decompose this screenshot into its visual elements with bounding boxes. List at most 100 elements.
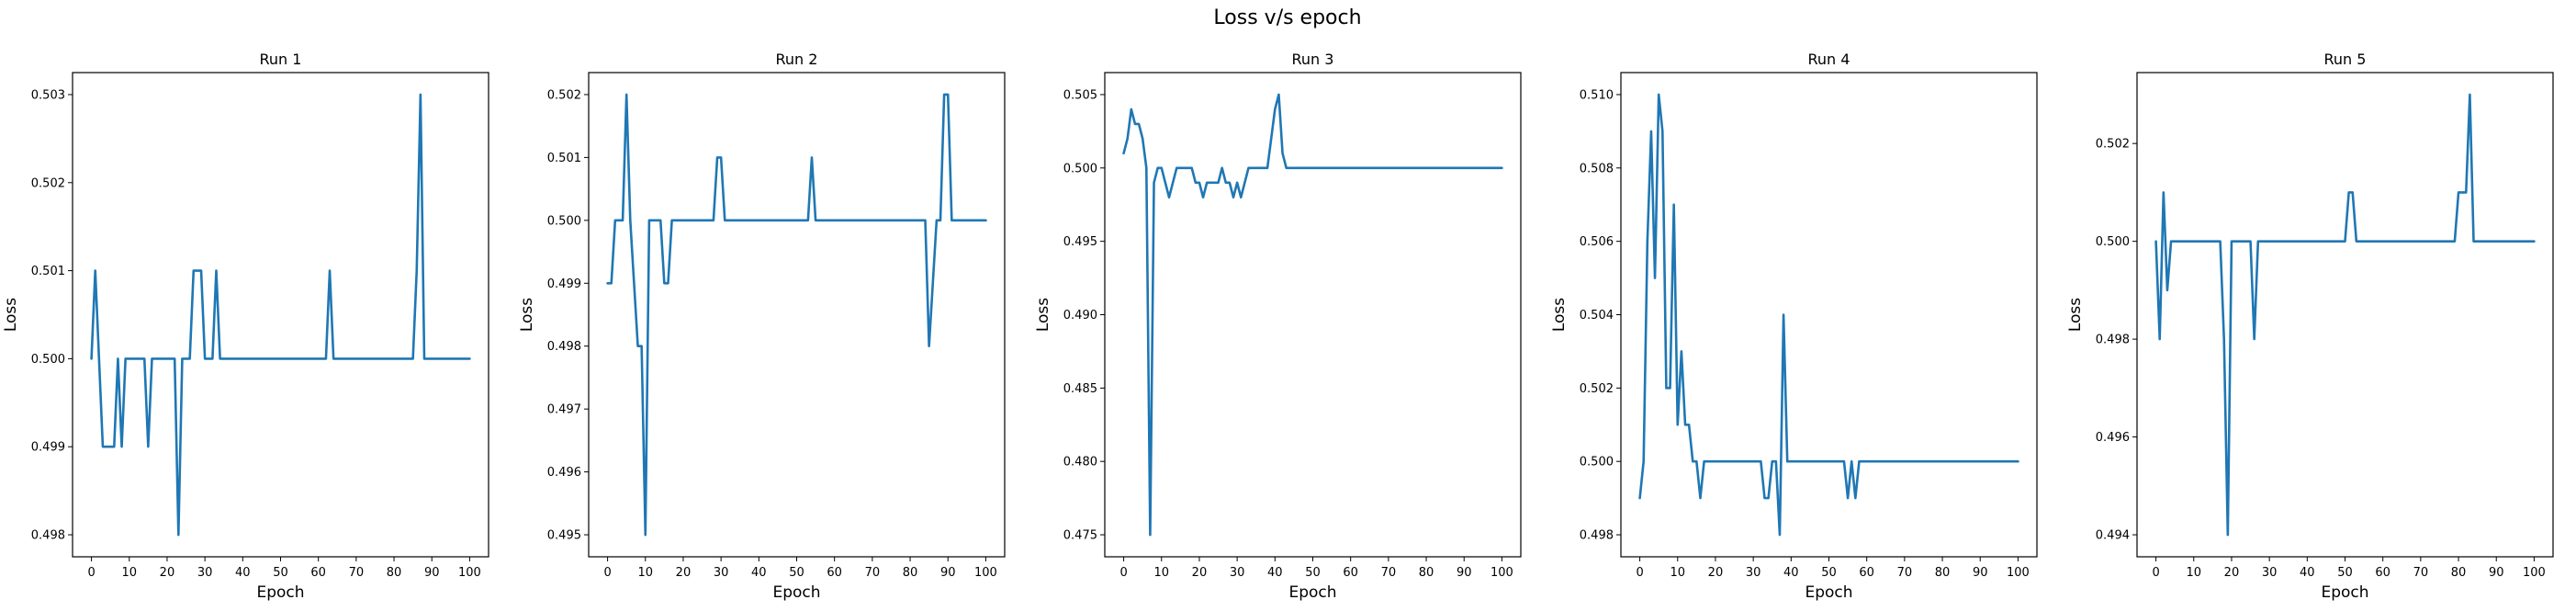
- y-tick-label: 0.498: [1580, 529, 1614, 543]
- x-tick-label: 100: [2523, 566, 2546, 580]
- x-tick-label: 40: [235, 566, 251, 580]
- y-axis-label: Loss: [518, 298, 536, 332]
- x-tick-label: 90: [1973, 566, 1988, 580]
- x-tick-label: 10: [1670, 566, 1685, 580]
- x-tick-label: 80: [1419, 566, 1434, 580]
- x-tick-label: 80: [1935, 566, 1951, 580]
- y-tick-label: 0.500: [31, 353, 65, 367]
- axes-frame: [2136, 72, 2554, 558]
- x-tick-label: 50: [1821, 566, 1837, 580]
- x-tick-label: 80: [2451, 566, 2467, 580]
- x-tick-label: 20: [1708, 566, 1724, 580]
- x-tick-label: 90: [940, 566, 956, 580]
- x-tick-label: 30: [1230, 566, 1245, 580]
- x-tick-label: 0: [1636, 566, 1643, 580]
- axes-frame: [1104, 72, 1522, 558]
- x-tick-label: 40: [1267, 566, 1283, 580]
- subplot-4: Run 4 0 10 20 30 40 50 60 70 80 90 100 0.498 0.500 0.5…: [1550, 51, 2038, 602]
- y-tick-label: 0.510: [1580, 88, 1614, 102]
- subplot-2: Run 2 0 10 20 30 40 50 60 70 80 90 100 0.495 0.496 0.4…: [518, 51, 1006, 602]
- y-tick-label: 0.502: [2096, 138, 2130, 152]
- subplot-3: Run 3 0 10 20 30 40 50 60 70 80 90 100 0.475 0.480 0.4…: [1034, 51, 1522, 602]
- y-tick-label: 0.502: [31, 176, 65, 190]
- x-tick-label: 70: [865, 566, 881, 580]
- subplot-title: Run 2: [776, 51, 818, 68]
- x-tick-label: 60: [827, 566, 842, 580]
- y-axis-label: Loss: [1034, 298, 1052, 332]
- x-tick-label: 100: [1490, 566, 1513, 580]
- x-tick-label: 0: [603, 566, 611, 580]
- x-tick-label: 30: [197, 566, 213, 580]
- x-axis-label: Epoch: [2321, 583, 2368, 602]
- subplot-title: Run 5: [2324, 51, 2367, 68]
- x-tick-label: 20: [676, 566, 692, 580]
- series-line: [1638, 93, 2019, 537]
- x-tick-label: 60: [1859, 566, 1874, 580]
- y-tick-label: 0.508: [1580, 162, 1614, 175]
- axes-frame: [72, 72, 489, 558]
- x-axis-label: Epoch: [1805, 583, 1852, 602]
- series-line: [1122, 93, 1503, 537]
- x-tick-label: 30: [1746, 566, 1761, 580]
- subplot-1: Run 1 0 10 20 30 40 50 60 70 80 90 100 0.498 0.499 0.5…: [2, 51, 489, 602]
- x-tick-label: 10: [1153, 566, 1169, 580]
- x-tick-label: 0: [87, 566, 95, 580]
- x-tick-label: 20: [160, 566, 175, 580]
- y-axis-label: Loss: [1550, 298, 1569, 332]
- x-tick-label: 100: [458, 566, 481, 580]
- y-tick-label: 0.503: [31, 88, 65, 102]
- x-tick-label: 20: [2224, 566, 2240, 580]
- series-line: [2154, 93, 2536, 537]
- y-tick-label: 0.495: [1063, 235, 1097, 249]
- x-tick-label: 70: [2413, 566, 2429, 580]
- x-tick-label: 90: [424, 566, 440, 580]
- y-tick-label: 0.498: [547, 340, 581, 354]
- x-tick-label: 70: [349, 566, 365, 580]
- y-tick-label: 0.496: [547, 466, 581, 480]
- y-tick-label: 0.475: [1063, 529, 1097, 543]
- y-tick-label: 0.480: [1063, 456, 1097, 470]
- y-tick-label: 0.490: [1063, 309, 1097, 322]
- y-tick-label: 0.500: [1580, 456, 1614, 470]
- x-tick-label: 60: [2375, 566, 2390, 580]
- y-tick-label: 0.501: [547, 152, 581, 165]
- y-tick-label: 0.506: [1580, 235, 1614, 249]
- y-tick-label: 0.502: [1580, 382, 1614, 396]
- x-tick-label: 80: [903, 566, 918, 580]
- y-tick-label: 0.505: [1063, 88, 1097, 102]
- y-axis-label: Loss: [2, 298, 20, 332]
- subplot-title: Run 4: [1808, 51, 1850, 68]
- x-tick-label: 40: [2300, 566, 2315, 580]
- x-axis-label: Epoch: [256, 583, 304, 602]
- y-tick-label: 0.499: [547, 277, 581, 291]
- x-tick-label: 70: [1897, 566, 1913, 580]
- y-tick-label: 0.501: [31, 265, 65, 278]
- x-tick-label: 60: [1343, 566, 1358, 580]
- y-tick-label: 0.504: [1580, 309, 1614, 322]
- x-tick-label: 50: [2337, 566, 2353, 580]
- y-tick-label: 0.500: [547, 214, 581, 228]
- y-tick-label: 0.502: [547, 88, 581, 102]
- y-tick-label: 0.494: [2096, 529, 2130, 543]
- x-axis-label: Epoch: [1288, 583, 1336, 602]
- subplot-5: Run 5 0 10 20 30 40 50 60 70 80 90 100 0.494 0.496 0.4…: [2066, 51, 2554, 602]
- y-tick-label: 0.500: [1063, 162, 1097, 175]
- x-tick-label: 90: [2489, 566, 2504, 580]
- axes-frame: [1620, 72, 2038, 558]
- x-tick-label: 100: [974, 566, 997, 580]
- y-tick-label: 0.498: [31, 529, 65, 543]
- x-tick-label: 80: [387, 566, 402, 580]
- x-tick-label: 100: [2007, 566, 2030, 580]
- x-tick-label: 10: [121, 566, 137, 580]
- y-tick-label: 0.499: [31, 441, 65, 455]
- x-tick-label: 30: [714, 566, 729, 580]
- x-tick-label: 20: [1192, 566, 1208, 580]
- x-tick-label: 0: [2152, 566, 2159, 580]
- y-tick-label: 0.497: [547, 403, 581, 417]
- subplot-title: Run 3: [1292, 51, 1334, 68]
- figure-title: Loss v/s epoch: [1213, 6, 1361, 29]
- x-tick-label: 50: [789, 566, 804, 580]
- x-tick-label: 40: [751, 566, 767, 580]
